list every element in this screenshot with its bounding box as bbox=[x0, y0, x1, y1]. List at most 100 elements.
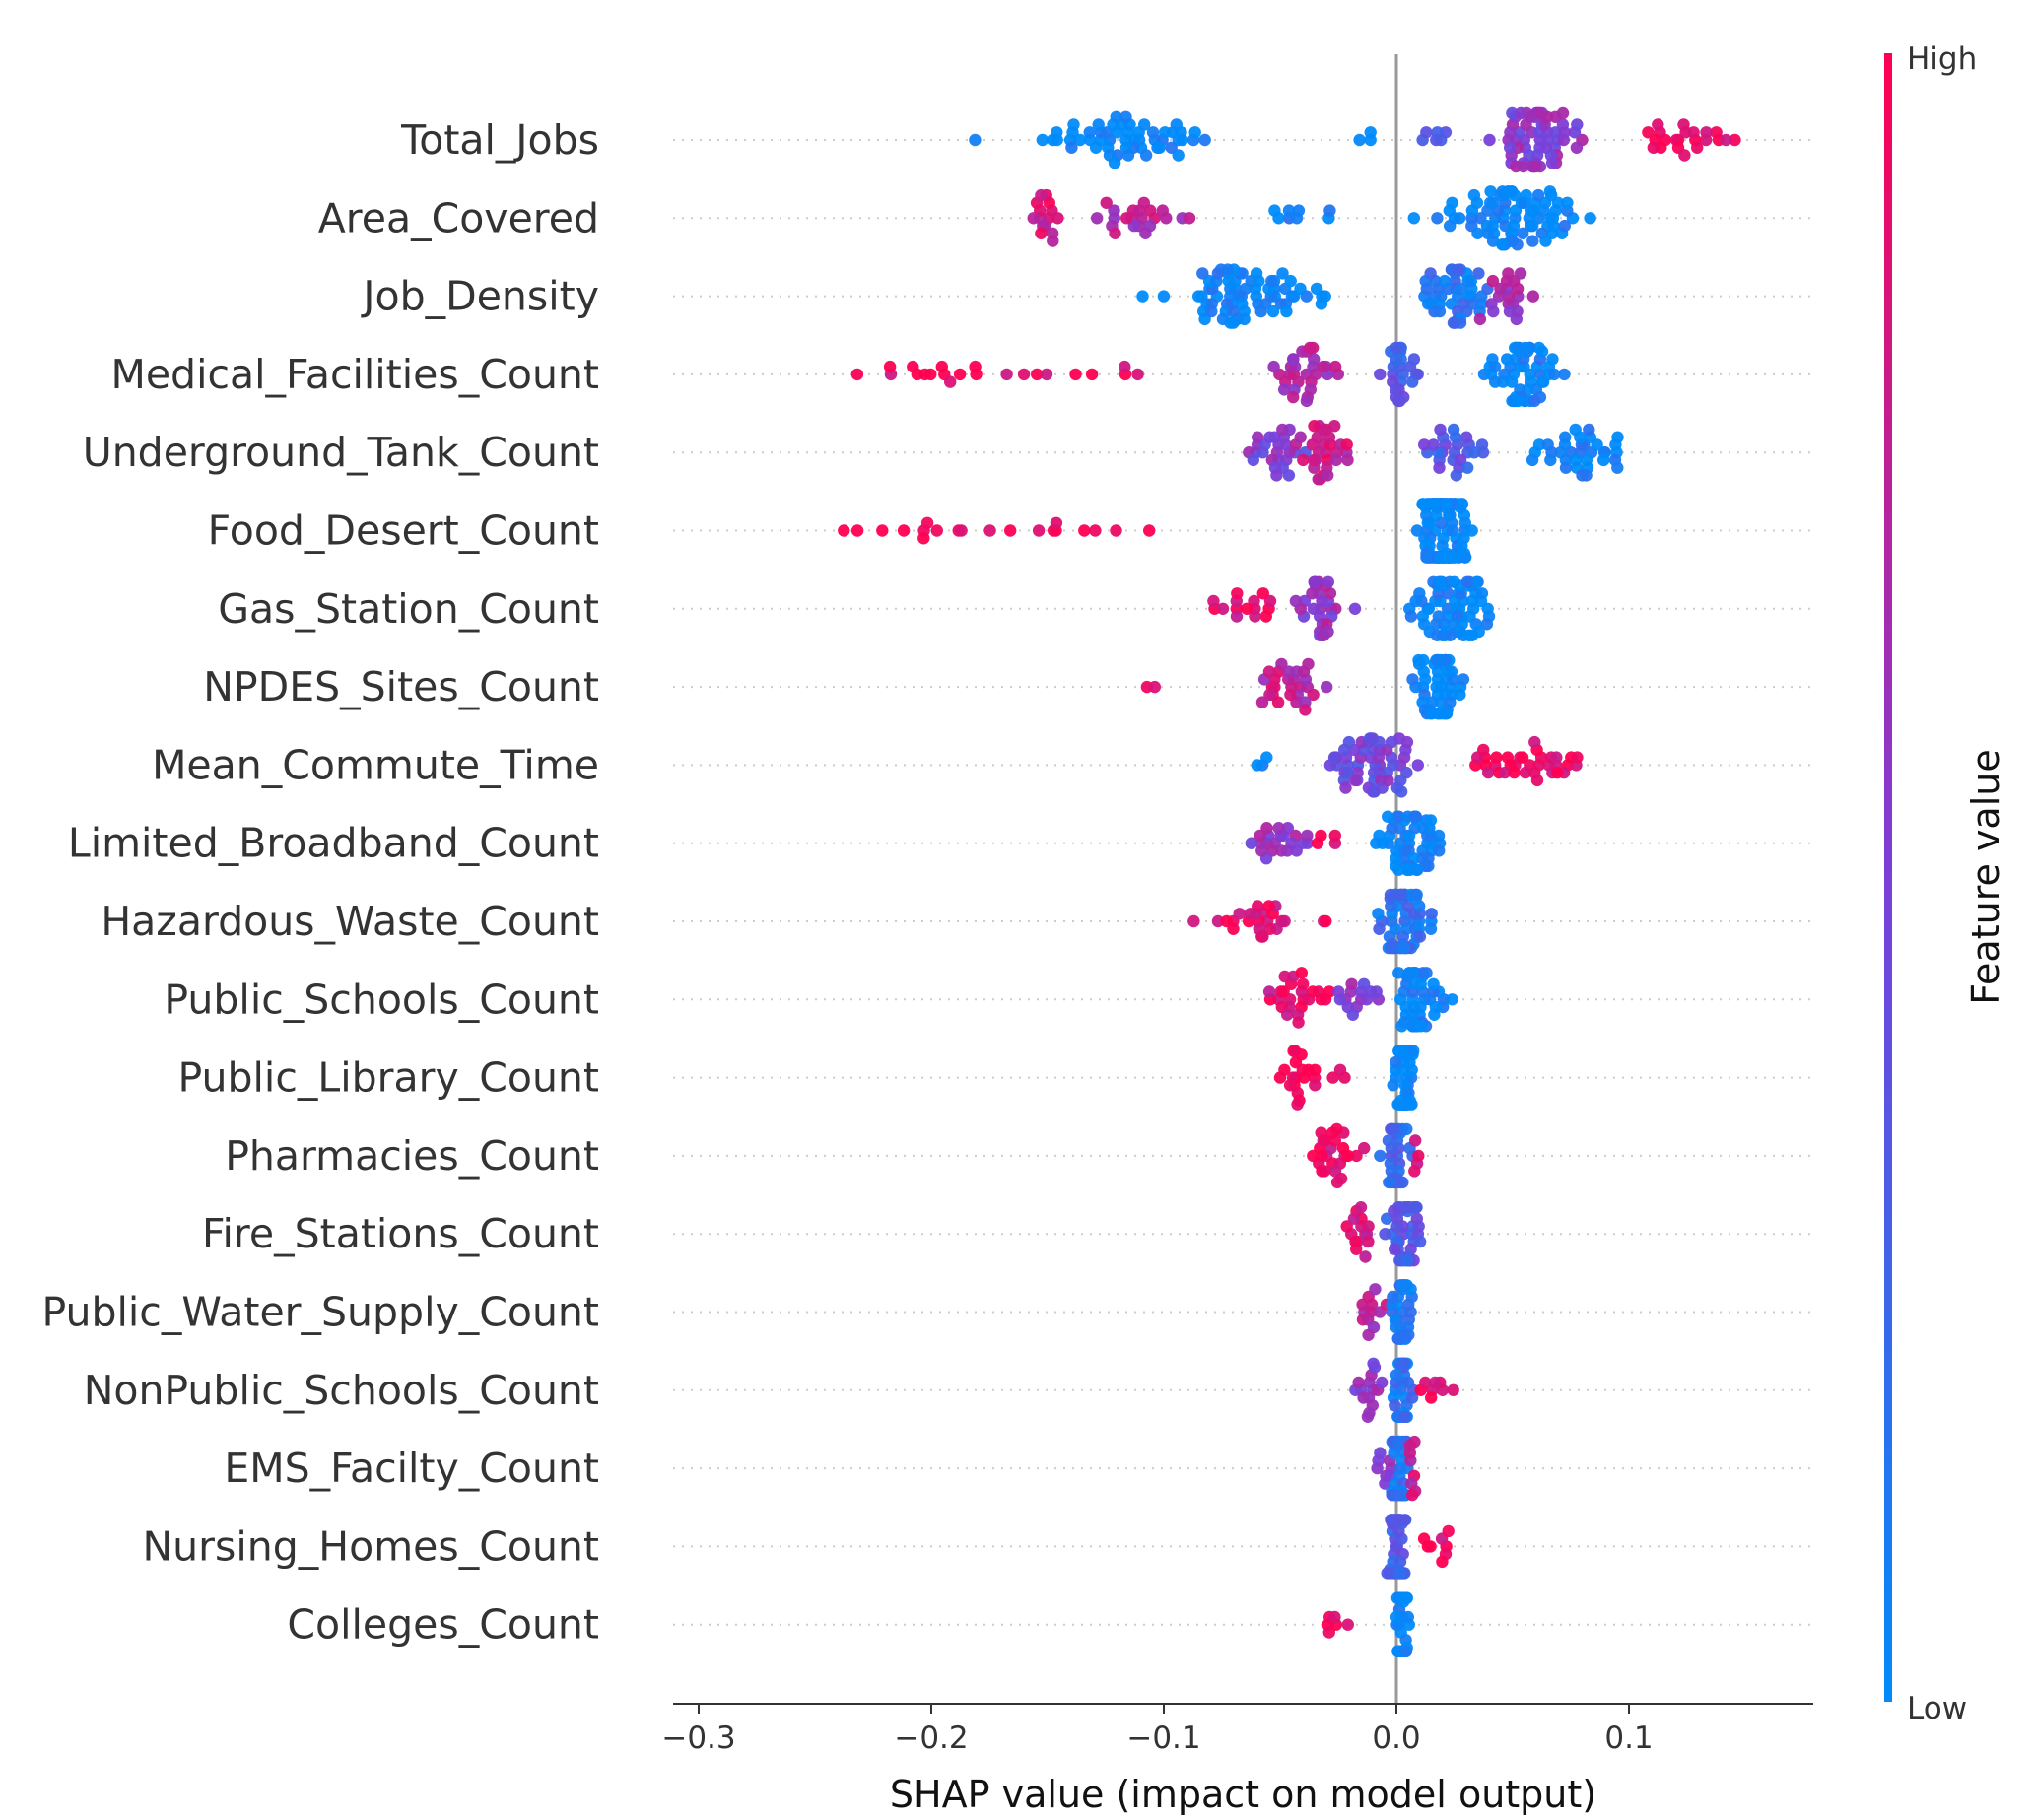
shap-dot bbox=[1433, 844, 1446, 857]
shap-dot bbox=[1425, 908, 1438, 920]
shap-dot bbox=[1282, 204, 1296, 217]
shap-dot bbox=[1307, 453, 1321, 467]
shap-dot bbox=[1408, 1165, 1421, 1178]
shap-dot bbox=[1486, 353, 1499, 366]
shap-dot bbox=[955, 524, 968, 537]
shap-dot bbox=[1392, 1567, 1406, 1580]
shap-dot bbox=[1558, 368, 1571, 381]
shap-dot bbox=[1398, 1514, 1411, 1526]
shap-dot bbox=[1405, 1098, 1418, 1111]
x-tick-label: −0.3 bbox=[661, 1720, 735, 1756]
shap-dot bbox=[1270, 469, 1283, 482]
shap-dot bbox=[1332, 985, 1345, 998]
shap-dot bbox=[1367, 1357, 1380, 1371]
shap-dot bbox=[1431, 212, 1444, 225]
shap-dot bbox=[838, 524, 850, 537]
shap-dot bbox=[1400, 1122, 1413, 1136]
shap-dot bbox=[1424, 814, 1438, 827]
shap-dot bbox=[1584, 212, 1596, 225]
shap-dot bbox=[1431, 629, 1444, 641]
shap-dot bbox=[1405, 1391, 1419, 1404]
shap-dot bbox=[1263, 688, 1276, 702]
shap-dot bbox=[1047, 235, 1059, 247]
feature-labels: Total_Jobs Area_Covered Job_Density Medical… bbox=[41, 116, 599, 1649]
shap-dot bbox=[1526, 290, 1540, 303]
shap-dot bbox=[1551, 766, 1564, 779]
shap-dot bbox=[1262, 665, 1276, 678]
shap-dot bbox=[1413, 1235, 1427, 1248]
feature-label: Limited_Broadband_Count bbox=[68, 820, 599, 867]
shap-dot bbox=[1544, 453, 1557, 467]
shap-dot bbox=[1450, 469, 1463, 482]
shap-dot bbox=[1281, 822, 1295, 835]
feature-label: Gas_Station_Count bbox=[218, 585, 599, 633]
shap-dot bbox=[1652, 118, 1664, 131]
shap-dot bbox=[1294, 282, 1307, 296]
shap-dot bbox=[1349, 1235, 1362, 1248]
shap-dot bbox=[920, 516, 934, 529]
shap-dot bbox=[1322, 469, 1334, 482]
shap-dot bbox=[883, 360, 897, 373]
shap-dot bbox=[953, 368, 967, 381]
shap-dot bbox=[1407, 353, 1421, 366]
shap-dot bbox=[1310, 368, 1322, 381]
shap-dot bbox=[1349, 774, 1362, 787]
shap-dot bbox=[917, 532, 930, 545]
shap-dot bbox=[1108, 157, 1121, 169]
shap-dot bbox=[1382, 1134, 1395, 1147]
shap-dot bbox=[1427, 438, 1440, 451]
shap-dot bbox=[1137, 196, 1151, 209]
shap-dot bbox=[1517, 227, 1529, 239]
shap-dot bbox=[1473, 312, 1487, 326]
shap-dot bbox=[850, 524, 864, 537]
shap-dot bbox=[1531, 188, 1545, 202]
shap-dot bbox=[1131, 368, 1144, 381]
shap-dot bbox=[1357, 977, 1371, 990]
shap-dot bbox=[1571, 118, 1584, 131]
shap-dot bbox=[1505, 375, 1519, 388]
shap-dot bbox=[1421, 551, 1434, 564]
shap-dot bbox=[1396, 1279, 1409, 1292]
shap-dot bbox=[1550, 751, 1563, 764]
shap-dot bbox=[1571, 751, 1584, 764]
shap-dot bbox=[1417, 618, 1431, 631]
shap-dot bbox=[1073, 133, 1087, 147]
shap-dot bbox=[1526, 235, 1539, 247]
shap-dot bbox=[1429, 1376, 1442, 1389]
shap-dot bbox=[1051, 212, 1064, 225]
x-axis-title: SHAP value (impact on model output) bbox=[890, 1773, 1596, 1816]
shap-dot bbox=[1390, 1369, 1403, 1382]
shap-dot bbox=[1611, 461, 1624, 474]
shap-dot bbox=[1198, 133, 1211, 147]
shap-dot bbox=[1569, 423, 1582, 437]
feature-label: Mean_Commute_Time bbox=[152, 741, 599, 788]
feature-label: Area_Covered bbox=[318, 194, 599, 241]
shap-dot bbox=[1255, 696, 1269, 708]
shap-dot bbox=[1677, 118, 1690, 131]
shap-dot bbox=[1498, 766, 1512, 779]
shap-dot bbox=[1091, 212, 1104, 225]
shap-dot bbox=[1392, 967, 1405, 979]
shap-dot bbox=[1475, 438, 1489, 451]
shap-dot bbox=[1282, 665, 1296, 678]
shap-dot bbox=[1263, 431, 1276, 443]
x-tick-label: −0.1 bbox=[1126, 1720, 1200, 1756]
shap-dot bbox=[1404, 610, 1418, 623]
shap-dot bbox=[1425, 1391, 1438, 1404]
shap-dot bbox=[1504, 141, 1517, 154]
shap-dot bbox=[1401, 1610, 1415, 1624]
shap-dot bbox=[1532, 341, 1546, 355]
shap-dot bbox=[1410, 863, 1423, 876]
feature-label: Total_Jobs bbox=[400, 116, 599, 164]
shap-dot bbox=[1361, 1410, 1375, 1424]
shap-dot bbox=[1110, 110, 1122, 124]
shap-dot bbox=[1278, 914, 1291, 928]
shap-dot bbox=[1065, 141, 1078, 154]
shap-dot bbox=[1390, 341, 1402, 355]
shap-dot bbox=[1407, 1045, 1420, 1057]
shap-dot bbox=[935, 360, 948, 373]
shap-dot bbox=[1308, 420, 1321, 433]
shap-dot bbox=[1394, 785, 1408, 798]
shap-dot bbox=[1315, 298, 1328, 310]
feature-label: Fire_Stations_Count bbox=[202, 1210, 599, 1257]
